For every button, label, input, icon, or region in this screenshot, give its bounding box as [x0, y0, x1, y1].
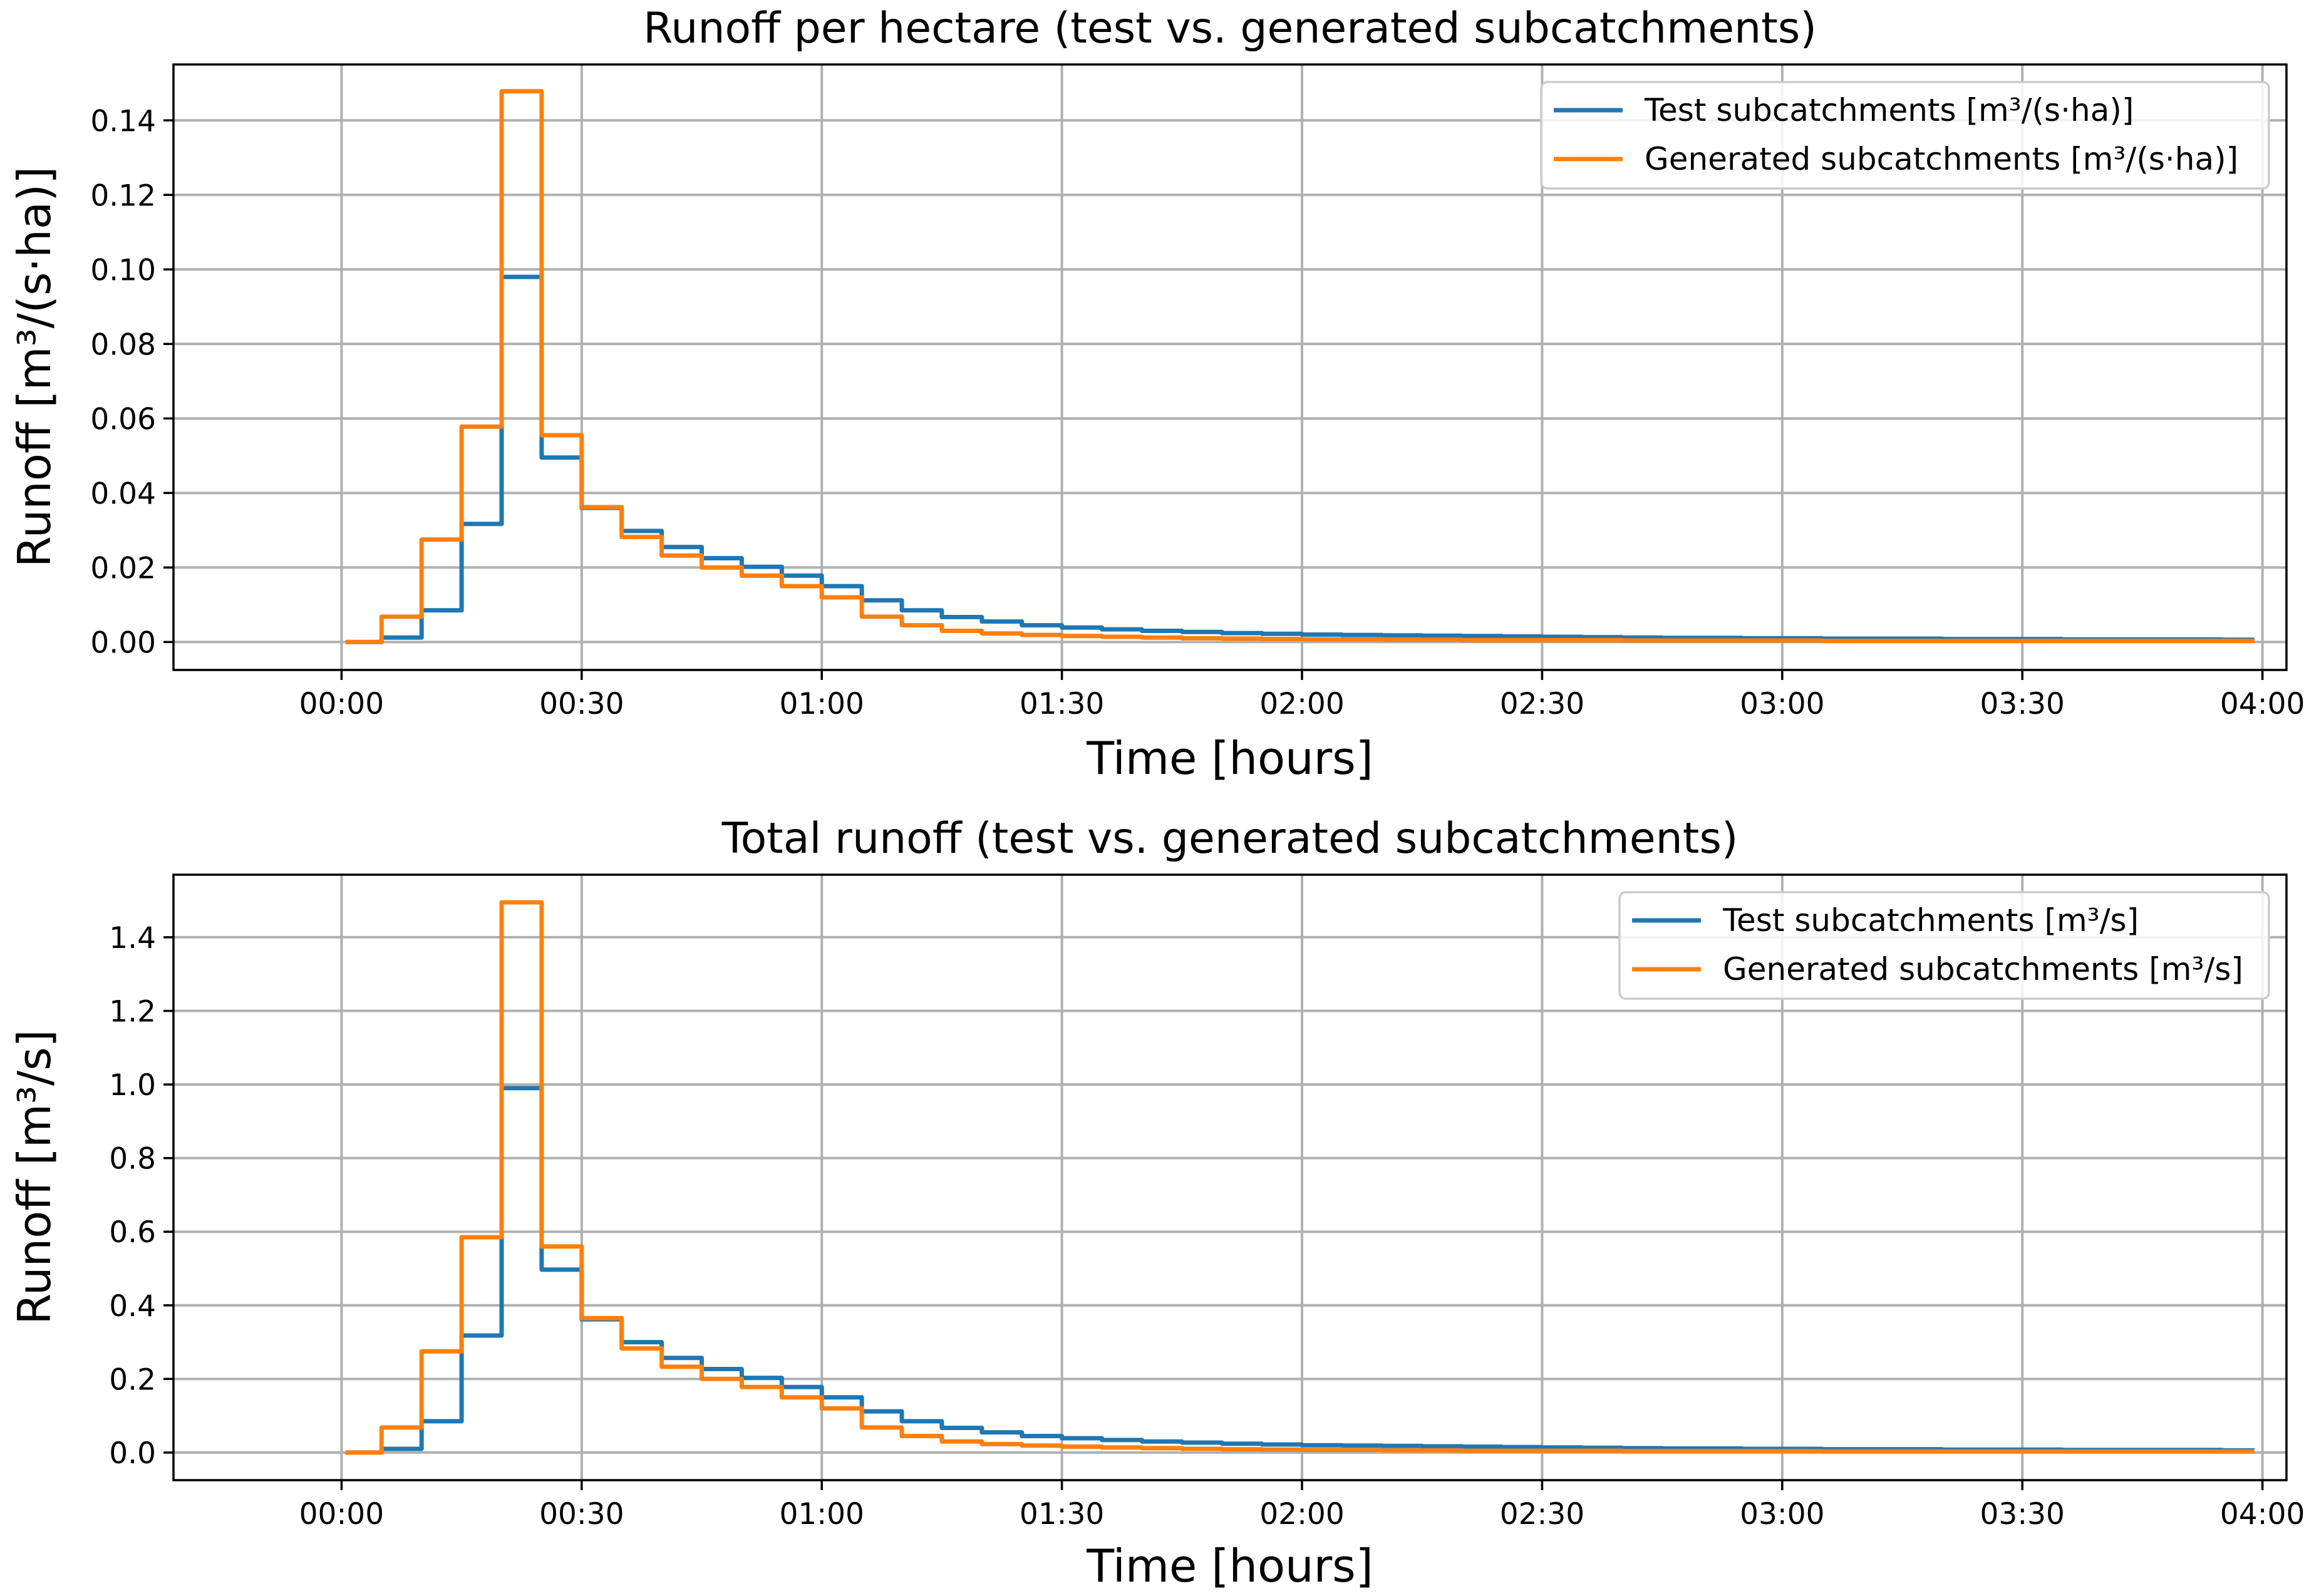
y-tick-label: 0.14: [90, 104, 156, 138]
y-tick-label: 0.4: [109, 1289, 156, 1324]
y-tick-label: 0.2: [109, 1362, 156, 1397]
x-axis-label: Time [hours]: [1086, 1540, 1373, 1592]
x-tick-label: 01:30: [1020, 1497, 1104, 1532]
y-tick-label: 1.2: [109, 995, 156, 1029]
x-tick-label: 02:00: [1259, 687, 1344, 721]
y-tick-label: 0.10: [90, 253, 156, 287]
ticks: 00:00 00:30 01:00 01:30 02:00 02:30 03:00 03:30…: [90, 104, 2304, 721]
total-runoff-chart: Total runoff (test vs. generated subcatc…: [8, 814, 2304, 1592]
series-line-generated: [345, 89, 2255, 644]
chart-title: Total runoff (test vs. generated subcatc…: [721, 814, 1738, 863]
y-tick-label: 0.08: [90, 327, 156, 362]
series-lines: [345, 89, 2255, 644]
x-tick-label: 01:00: [779, 1497, 864, 1532]
x-tick-label: 04:00: [2220, 1497, 2304, 1532]
legend-frame: [1540, 81, 2270, 190]
y-tick-label: 0.04: [90, 476, 156, 511]
x-tick-label: 00:30: [539, 687, 624, 721]
x-tick-label: 03:00: [1740, 1497, 1824, 1532]
x-tick-label: 03:30: [1980, 1497, 2065, 1532]
legend-label: Test subcatchments [m³/s]: [1722, 902, 2139, 939]
y-axis-label: Runoff [m³/s]: [8, 1029, 61, 1325]
y-tick-label: 1.4: [109, 921, 156, 955]
x-axis-label: Time [hours]: [1086, 732, 1373, 785]
legend-label: Generated subcatchments [m³/(s·ha)]: [1645, 141, 2238, 177]
plot-frame: [172, 63, 2288, 671]
runoff-per-hectare-chart: Runoff per hectare (test vs. generated s…: [8, 4, 2304, 785]
x-tick-label: 04:00: [2220, 687, 2304, 721]
x-tick-label: 02:00: [1259, 1497, 1344, 1532]
legend-frame: [1618, 891, 2270, 1000]
y-tick-label: 0.0: [109, 1436, 156, 1471]
chart-title: Runoff per hectare (test vs. generated s…: [643, 4, 1817, 53]
x-tick-label: 02:30: [1500, 687, 1584, 721]
x-tick-label: 00:00: [299, 1497, 384, 1532]
y-tick-label: 0.00: [90, 626, 156, 660]
x-tick-label: 01:30: [1020, 687, 1104, 721]
y-axis-label: Runoff [m³/(s·ha)]: [8, 167, 61, 567]
x-tick-label: 03:00: [1740, 687, 1824, 721]
y-tick-label: 1.0: [109, 1068, 156, 1103]
y-tick-label: 0.12: [90, 178, 156, 213]
y-tick-label: 0.02: [90, 551, 156, 585]
series-lines: [345, 900, 2255, 1455]
x-tick-label: 01:00: [779, 687, 864, 721]
y-tick-label: 0.8: [109, 1142, 156, 1176]
y-tick-label: 0.6: [109, 1215, 156, 1250]
legend-label: Test subcatchments [m³/(s·ha)]: [1644, 92, 2134, 128]
x-tick-label: 00:30: [539, 1497, 624, 1532]
legend: Test subcatchments [m³/(s·ha)] Generated …: [1540, 81, 2270, 190]
series-line-generated: [345, 900, 2255, 1455]
x-tick-label: 00:00: [299, 687, 384, 721]
legend: Test subcatchments [m³/s] Generated subca…: [1618, 891, 2270, 1000]
ticks: 00:00 00:30 01:00 01:30 02:00 02:30 03:00 03:30…: [109, 921, 2304, 1532]
x-tick-label: 03:30: [1980, 687, 2065, 721]
y-tick-label: 0.06: [90, 402, 156, 436]
plot-frame: [172, 873, 2288, 1481]
x-tick-label: 02:30: [1500, 1497, 1584, 1532]
legend-label: Generated subcatchments [m³/s]: [1723, 951, 2243, 987]
